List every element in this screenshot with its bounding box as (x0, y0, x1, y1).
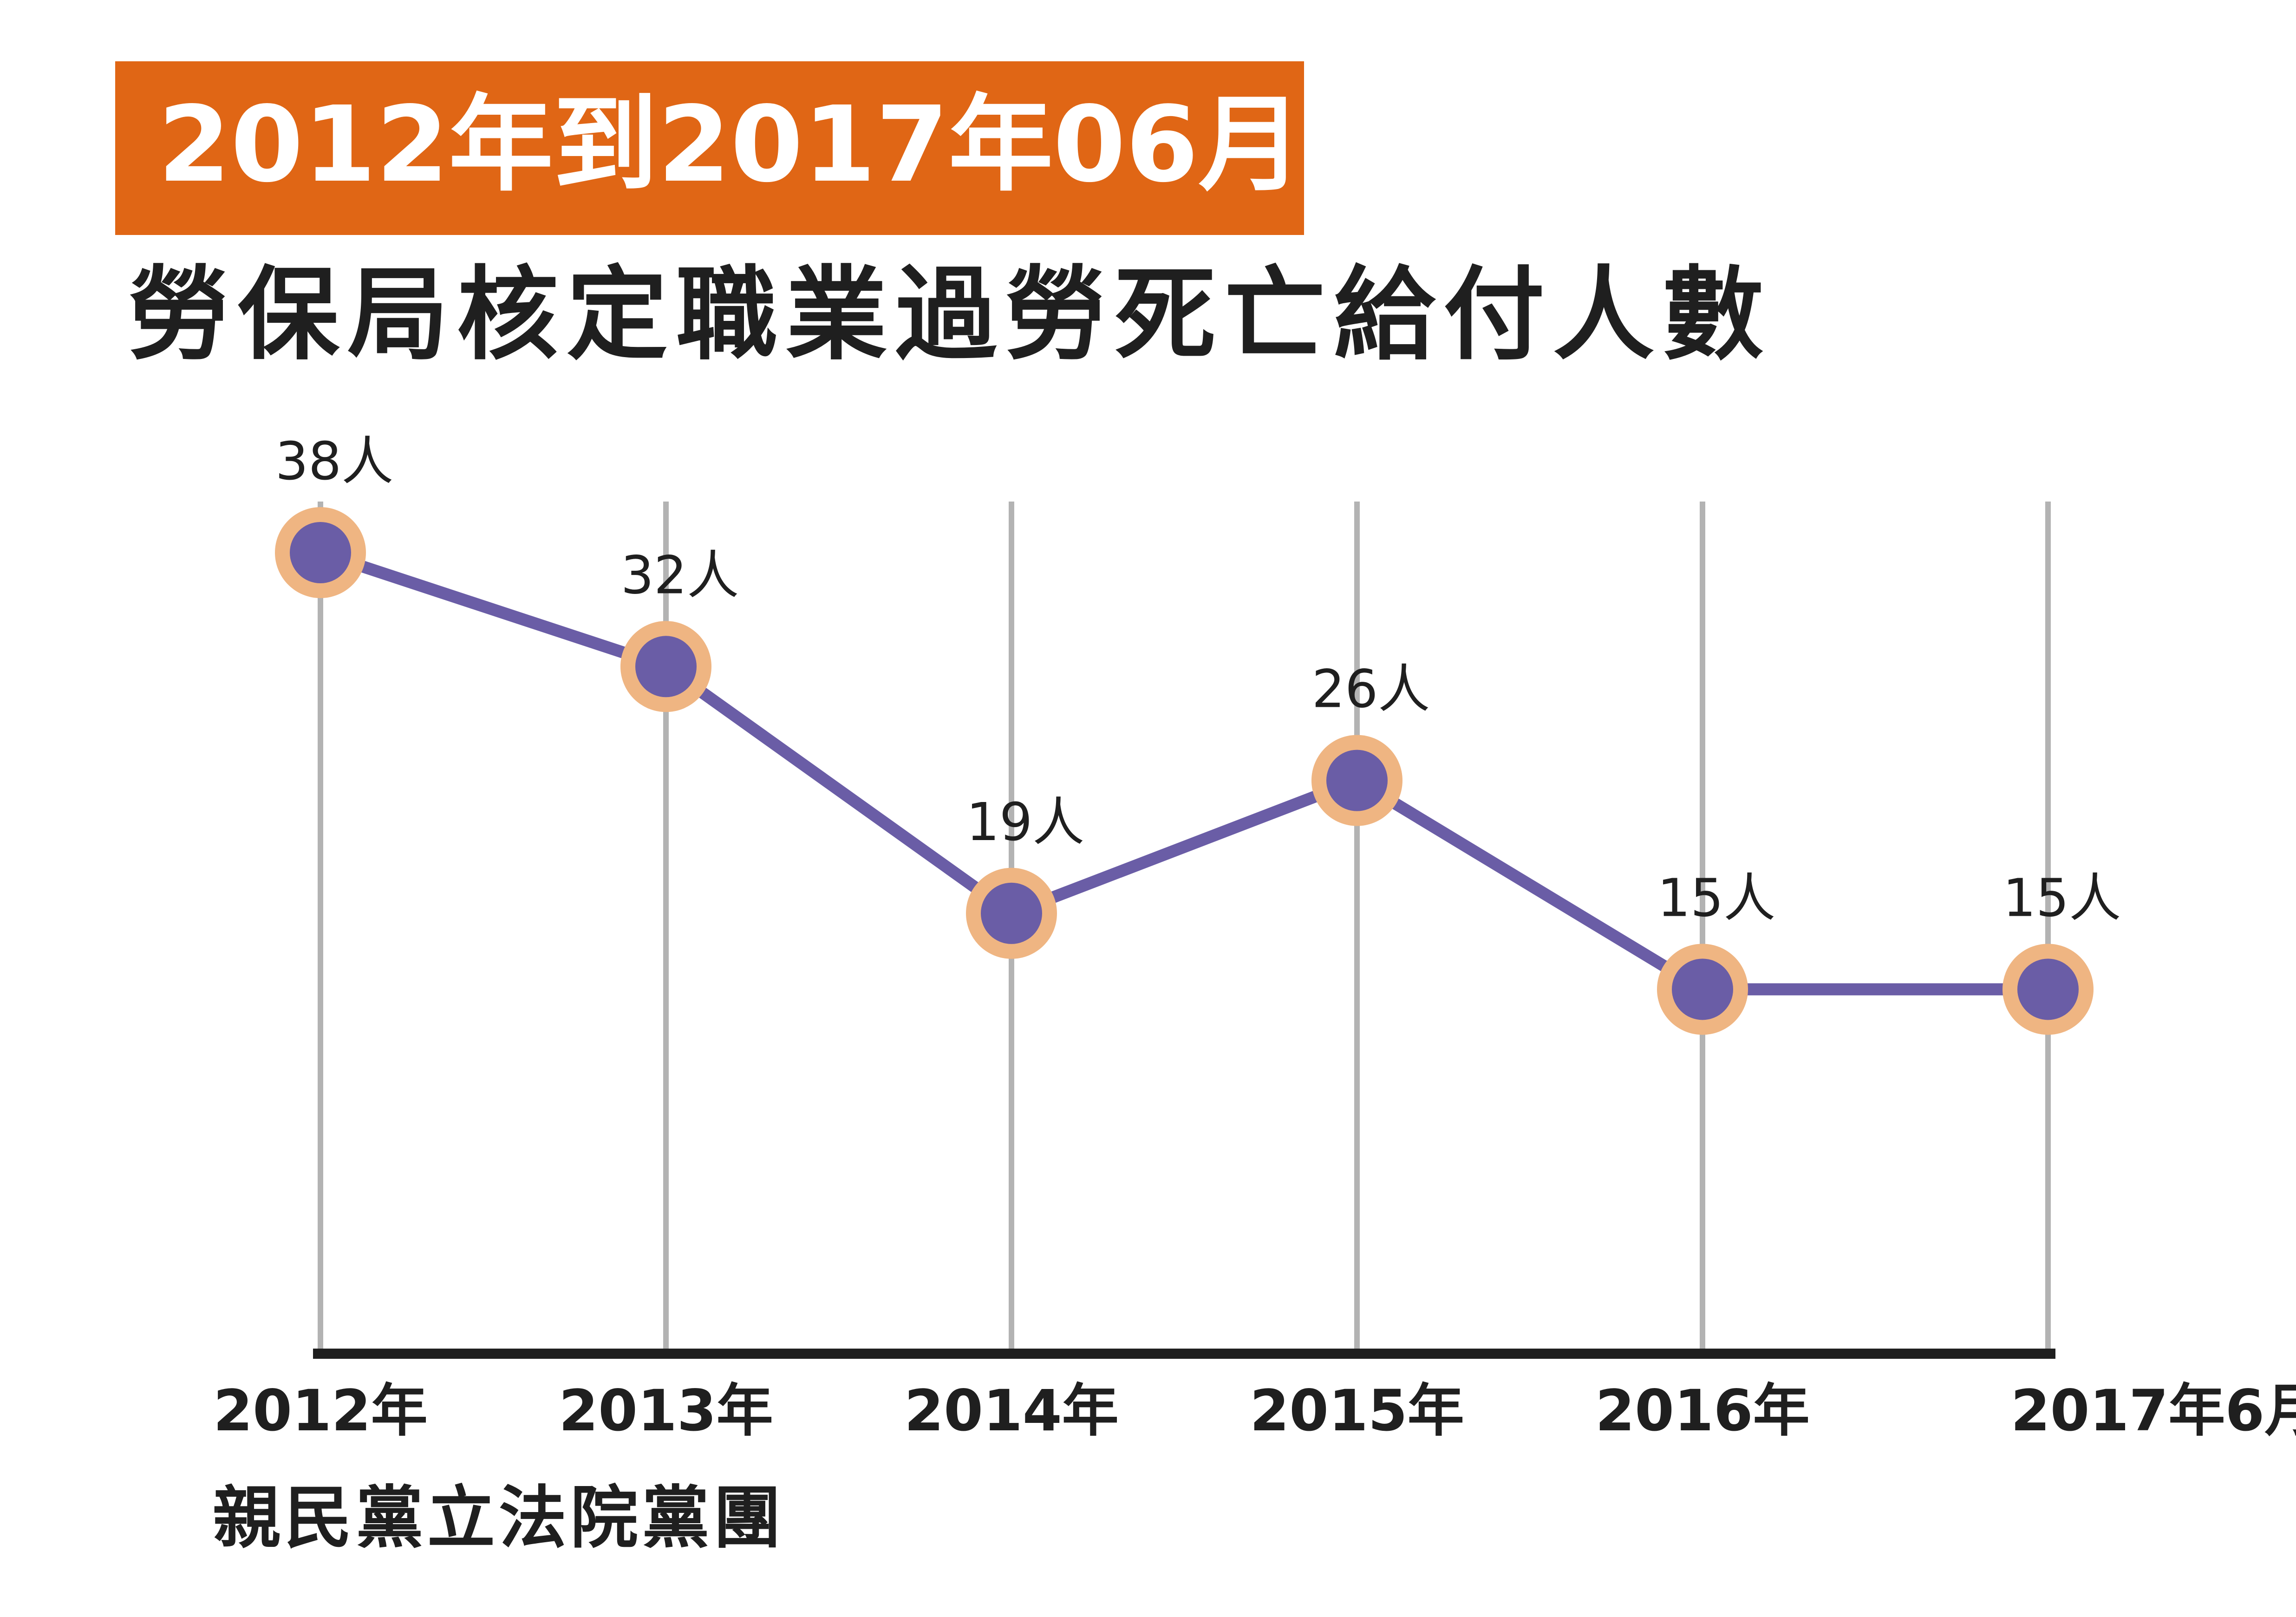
data-point (1672, 958, 1733, 1020)
data-point (290, 522, 351, 583)
data-label: 15人 (2003, 868, 2121, 928)
x-tick-label: 2013年 (559, 1378, 773, 1444)
chart-title: 勞保局核定職業過勞死亡給付人數 (128, 256, 1772, 374)
data-label: 15人 (1657, 868, 1776, 928)
data-label: 19人 (966, 792, 1085, 853)
source-credit: 親民黨立法院黨團 (213, 1479, 785, 1558)
data-label: 32人 (621, 545, 739, 606)
x-tick-label: 2014年 (904, 1378, 1119, 1444)
x-tick-label: 2017年6月 (2011, 1378, 2296, 1444)
x-tick-label: 2015年 (1250, 1378, 1464, 1444)
date-range-banner (115, 61, 1304, 235)
date-range-text: 2012年到2017年06月 (158, 84, 1303, 206)
data-point (2017, 958, 2079, 1020)
series-line (314, 547, 2054, 996)
data-point (635, 636, 697, 698)
x-tick-label: 2012年 (213, 1378, 428, 1444)
data-label: 26人 (1312, 659, 1430, 720)
data-point (981, 882, 1042, 944)
data-point (1326, 750, 1388, 811)
x-tick-label: 2016年 (1595, 1378, 1810, 1444)
data-label: 38人 (275, 431, 394, 492)
